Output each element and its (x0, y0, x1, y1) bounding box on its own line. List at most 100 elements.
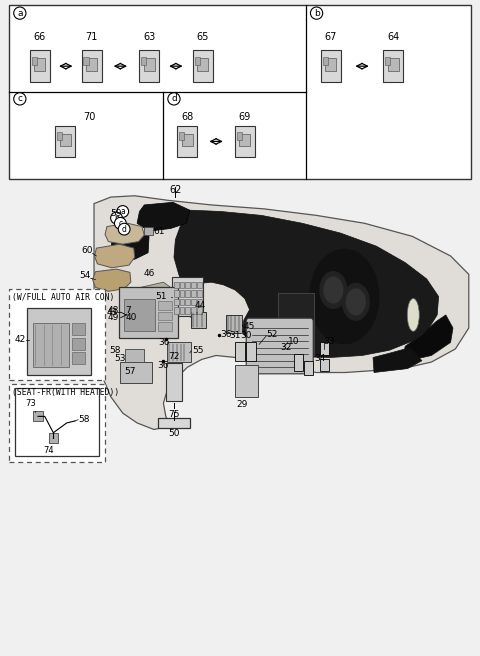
Bar (157, 312, 172, 320)
Text: 36: 36 (157, 361, 169, 370)
Bar (141, 56, 146, 64)
Bar (167, 342, 191, 362)
Text: 66: 66 (34, 31, 46, 42)
Text: 62: 62 (169, 185, 181, 195)
Bar (177, 126, 197, 157)
Bar (191, 307, 196, 314)
Text: 58: 58 (78, 415, 90, 424)
Text: a: a (17, 9, 23, 18)
Bar (185, 307, 190, 314)
Text: 40: 40 (125, 313, 136, 322)
Bar (197, 290, 202, 297)
Text: 42: 42 (14, 335, 25, 344)
Text: 55: 55 (192, 346, 204, 356)
Bar (172, 277, 203, 316)
Text: 44: 44 (194, 300, 205, 310)
FancyBboxPatch shape (119, 287, 178, 338)
Bar (235, 126, 255, 157)
Text: 60: 60 (81, 246, 93, 255)
Text: 70: 70 (83, 112, 96, 121)
Bar (124, 299, 156, 331)
Text: 36: 36 (220, 330, 231, 339)
Text: b: b (314, 9, 320, 18)
Text: c: c (118, 218, 122, 228)
Text: 58: 58 (109, 346, 120, 356)
Polygon shape (174, 210, 439, 358)
Bar (180, 290, 184, 297)
Bar (72, 323, 85, 335)
Text: 50: 50 (168, 430, 180, 438)
Text: 53: 53 (115, 354, 126, 363)
Bar (9, 289, 105, 380)
Text: 74: 74 (43, 446, 54, 455)
Bar (60, 134, 71, 146)
Polygon shape (135, 282, 170, 300)
Bar (321, 342, 329, 356)
Text: 29: 29 (237, 400, 248, 409)
Bar (72, 352, 85, 364)
Bar (180, 307, 184, 314)
Text: 68: 68 (181, 112, 193, 121)
Text: 49: 49 (108, 313, 120, 322)
Text: 59: 59 (110, 209, 121, 218)
Text: 33: 33 (324, 337, 335, 346)
Bar (32, 56, 37, 64)
Text: 67: 67 (325, 31, 337, 42)
Bar (321, 51, 341, 82)
Bar (30, 51, 50, 82)
Bar (197, 298, 202, 305)
Text: 32: 32 (280, 343, 292, 352)
Bar (385, 56, 390, 64)
Bar (383, 51, 403, 82)
Polygon shape (373, 348, 422, 373)
Bar (72, 338, 85, 350)
Circle shape (320, 272, 347, 308)
Text: d: d (171, 94, 177, 104)
Bar (235, 365, 258, 397)
Bar (226, 315, 242, 333)
Ellipse shape (407, 298, 419, 331)
Bar (192, 51, 213, 82)
Text: 63: 63 (143, 31, 155, 42)
Bar (57, 132, 62, 140)
Polygon shape (95, 244, 135, 268)
Bar (86, 58, 97, 71)
Bar (144, 58, 155, 71)
Text: (SEAT-FR(WITH HEATED)): (SEAT-FR(WITH HEATED)) (12, 388, 119, 397)
Bar (325, 58, 336, 71)
Text: 64: 64 (387, 31, 399, 42)
Text: 45: 45 (244, 322, 255, 331)
Bar (55, 126, 75, 157)
Text: 75: 75 (168, 410, 180, 419)
Circle shape (347, 289, 365, 315)
Bar (197, 58, 208, 71)
FancyBboxPatch shape (246, 318, 313, 374)
Polygon shape (137, 202, 190, 231)
Bar (191, 298, 196, 305)
Bar (33, 323, 69, 367)
Bar (194, 56, 200, 64)
Text: 69: 69 (239, 112, 251, 121)
Bar (174, 307, 179, 314)
Text: c: c (17, 94, 23, 104)
Circle shape (310, 249, 379, 344)
Bar (33, 411, 43, 421)
Bar (237, 132, 241, 140)
Text: a: a (120, 207, 125, 216)
Bar (197, 281, 202, 288)
Bar (157, 301, 172, 310)
Bar (166, 363, 181, 401)
Text: 57: 57 (124, 367, 136, 377)
Bar (82, 51, 102, 82)
Bar (246, 342, 256, 361)
Bar (174, 298, 179, 305)
Bar (125, 349, 144, 362)
Circle shape (342, 283, 369, 320)
Bar (180, 281, 184, 288)
Bar (191, 281, 196, 288)
Bar (139, 51, 159, 82)
Text: 71: 71 (85, 31, 98, 42)
Bar (185, 290, 190, 297)
Text: 36: 36 (158, 338, 170, 347)
Bar (48, 433, 58, 443)
